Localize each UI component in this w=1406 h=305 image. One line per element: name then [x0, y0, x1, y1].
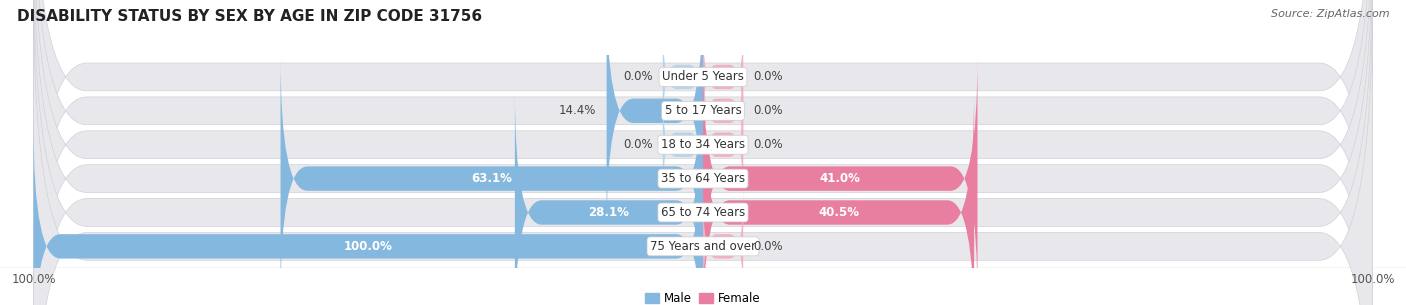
- Text: 0.0%: 0.0%: [754, 70, 783, 84]
- FancyBboxPatch shape: [703, 89, 974, 305]
- Text: 18 to 34 Years: 18 to 34 Years: [661, 138, 745, 151]
- FancyBboxPatch shape: [515, 89, 703, 305]
- Text: 0.0%: 0.0%: [754, 104, 783, 117]
- FancyBboxPatch shape: [662, 89, 703, 200]
- Text: 5 to 17 Years: 5 to 17 Years: [665, 104, 741, 117]
- FancyBboxPatch shape: [703, 55, 744, 167]
- Text: 40.5%: 40.5%: [818, 206, 859, 219]
- FancyBboxPatch shape: [703, 89, 744, 200]
- Text: 0.0%: 0.0%: [754, 138, 783, 151]
- Text: 100.0%: 100.0%: [344, 240, 392, 253]
- FancyBboxPatch shape: [34, 0, 1372, 305]
- Text: 63.1%: 63.1%: [471, 172, 512, 185]
- FancyBboxPatch shape: [281, 55, 703, 302]
- FancyBboxPatch shape: [703, 55, 977, 302]
- Text: Under 5 Years: Under 5 Years: [662, 70, 744, 84]
- FancyBboxPatch shape: [34, 0, 1372, 305]
- FancyBboxPatch shape: [662, 21, 703, 132]
- FancyBboxPatch shape: [703, 21, 744, 132]
- Text: 0.0%: 0.0%: [623, 138, 652, 151]
- Text: 35 to 64 Years: 35 to 64 Years: [661, 172, 745, 185]
- FancyBboxPatch shape: [34, 0, 1372, 305]
- Text: 14.4%: 14.4%: [560, 104, 596, 117]
- Text: 0.0%: 0.0%: [623, 70, 652, 84]
- Text: 65 to 74 Years: 65 to 74 Years: [661, 206, 745, 219]
- Text: 41.0%: 41.0%: [820, 172, 860, 185]
- FancyBboxPatch shape: [703, 191, 744, 302]
- Text: Source: ZipAtlas.com: Source: ZipAtlas.com: [1271, 9, 1389, 19]
- FancyBboxPatch shape: [34, 0, 1372, 305]
- FancyBboxPatch shape: [34, 0, 1372, 305]
- Text: 28.1%: 28.1%: [589, 206, 630, 219]
- FancyBboxPatch shape: [606, 0, 703, 234]
- Legend: Male, Female: Male, Female: [641, 287, 765, 305]
- FancyBboxPatch shape: [34, 123, 703, 305]
- Text: 75 Years and over: 75 Years and over: [650, 240, 756, 253]
- Text: DISABILITY STATUS BY SEX BY AGE IN ZIP CODE 31756: DISABILITY STATUS BY SEX BY AGE IN ZIP C…: [17, 9, 482, 24]
- Text: 0.0%: 0.0%: [754, 240, 783, 253]
- FancyBboxPatch shape: [34, 0, 1372, 305]
